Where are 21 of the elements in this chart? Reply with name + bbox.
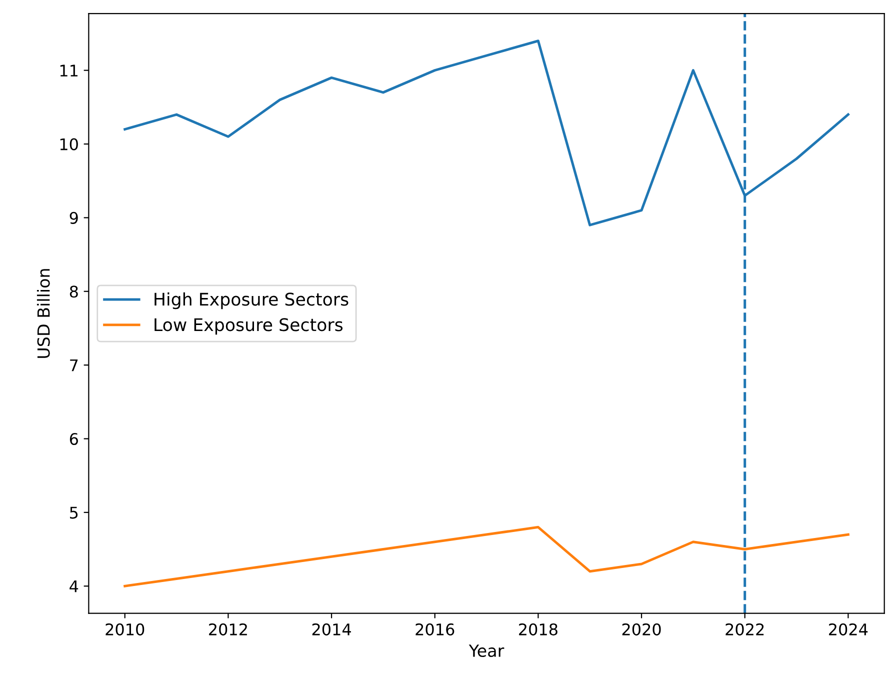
- line-series: [124, 526, 850, 588]
- x-tick-label: 2018: [519, 623, 558, 636]
- x-axis-title: Year: [468, 644, 504, 657]
- y-tick-label: 8: [70, 286, 78, 298]
- x-tick-label: 2012: [209, 623, 247, 636]
- y-tick-label: 4: [70, 580, 78, 592]
- y-tick-label: 10: [60, 138, 78, 150]
- x-tick-label: 2014: [312, 623, 351, 636]
- x-tick-label: 2024: [829, 623, 868, 636]
- y-tick-label: 6: [70, 432, 78, 446]
- x-tick-label: 2022: [726, 623, 764, 636]
- x-tick-label: 2020: [622, 623, 661, 636]
- legend-label: Low Exposure Sectors: [154, 318, 343, 335]
- y-tick-label: 11: [60, 64, 78, 76]
- y-axis-title: USD Billion: [36, 269, 50, 358]
- legend-label: High Exposure Sectors: [154, 292, 348, 310]
- x-tick-label: 2016: [416, 623, 454, 636]
- y-tick-label: 9: [70, 212, 78, 224]
- x-tick-label: 2010: [106, 623, 144, 636]
- y-tick-label: 5: [70, 506, 78, 519]
- y-tick-label: 7: [70, 359, 78, 372]
